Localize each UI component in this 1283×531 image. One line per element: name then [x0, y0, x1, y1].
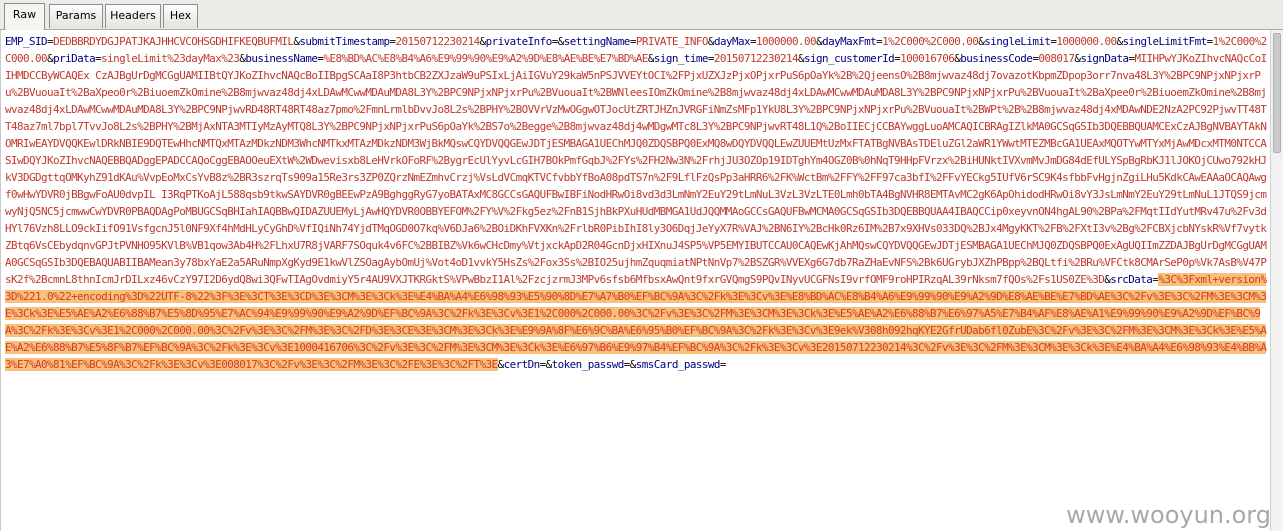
param-key-daymax: dayMax: [713, 35, 751, 48]
param-value-daymaxfmt: 1%2C000%2C000.00: [882, 35, 979, 48]
param-key-businesscode: businessCode: [960, 52, 1033, 65]
param-key-emp-sid: EMP_SID: [5, 35, 48, 48]
param-value-pridata: singleLimit%23dayMax%23: [101, 52, 240, 65]
param-key-pridata: priData: [53, 52, 96, 65]
param-equals: =: [389, 35, 396, 48]
param-key-daymaxfmt: dayMaxFmt: [822, 35, 877, 48]
param-equals: =: [551, 35, 559, 48]
param-value-businessname: %E8%BD%AC%E8%B4%A6%E9%99%90%E9%A2%9D%E8%…: [323, 52, 648, 65]
param-separator: &: [629, 358, 637, 371]
param-separator: &: [798, 52, 805, 65]
param-equals: =: [749, 35, 757, 48]
param-equals: =: [1032, 52, 1039, 65]
param-separator: &: [479, 35, 487, 48]
tab-hex[interactable]: Hex: [163, 4, 198, 28]
param-separator: &: [1074, 52, 1081, 65]
param-value-srcdata: %3C%3Fxml+version%3D%221.0%22+encoding%3…: [5, 273, 1267, 371]
param-key-settingname: settingName: [563, 35, 631, 48]
param-separator: &: [47, 52, 54, 65]
param-equals: =: [1050, 35, 1057, 48]
param-value-daymax: 1000000.00: [756, 35, 817, 48]
param-separator: &: [497, 358, 505, 371]
param-value-sign-time: 20150712230214: [713, 52, 799, 65]
param-equals: =: [317, 52, 324, 65]
request-body-text[interactable]: EMP_SID=DEDBBRDYDGJPATJKAJHHCVCOHSGDHIFK…: [5, 33, 1267, 373]
param-equals: =: [719, 358, 727, 371]
param-equals: =: [629, 35, 637, 48]
param-value-businesscode: 008017: [1038, 52, 1075, 65]
param-separator: &: [647, 52, 655, 65]
watermark: www.wooyun.org: [1066, 501, 1271, 529]
param-value-submittimestamp: 20150712230214: [395, 35, 481, 48]
param-equals: =: [1128, 52, 1135, 65]
param-equals: =: [47, 35, 54, 48]
param-separator: &: [293, 35, 300, 48]
param-value-settingname: PRIVATE_INFO: [635, 35, 709, 48]
param-key-smscard-passwd: smsCard_passwd: [635, 358, 721, 371]
param-key-sign-customerid: sign_customerId: [804, 52, 895, 65]
param-key-singlelimitfmt: singleLimitFmt: [1122, 35, 1207, 48]
param-equals: =: [539, 358, 547, 371]
tab-headers[interactable]: Headers: [105, 4, 161, 28]
param-value-sign-customerid: 100016706: [900, 52, 955, 65]
message-editor-tabbar: Raw Params Headers Hex: [0, 0, 1283, 30]
param-key-srcdata: srcData: [1110, 273, 1153, 286]
param-separator: &: [1116, 35, 1123, 48]
param-equals: =: [894, 52, 901, 65]
raw-text-editor[interactable]: EMP_SID=DEDBBRDYDGJPATJKAJHHCVCOHSGDHIFK…: [0, 30, 1270, 531]
param-equals: =: [95, 52, 102, 65]
param-key-signdata: signData: [1080, 52, 1129, 65]
param-separator: &: [557, 35, 565, 48]
param-separator: &: [545, 358, 553, 371]
tab-params[interactable]: Params: [49, 4, 103, 28]
param-value-singlelimit: 1000000.00: [1056, 35, 1117, 48]
param-equals: =: [1152, 273, 1159, 286]
param-equals: =: [1206, 35, 1214, 48]
vertical-scrollbar[interactable]: [1270, 30, 1283, 531]
param-key-sign-time: sign_time: [653, 52, 709, 65]
param-equals: =: [623, 358, 631, 371]
param-key-privateinfo: privateInfo: [485, 35, 553, 48]
param-key-singlelimit: singleLimit: [984, 35, 1051, 48]
param-value-emp-sid: DEDBBRDYDGJPATJKAJHHCVCOHSGDHIFKEQBUFMIL: [53, 35, 294, 48]
param-key-token-passwd: token_passwd: [551, 358, 625, 371]
param-equals: =: [707, 52, 715, 65]
param-separator: &: [954, 52, 961, 65]
param-separator: &: [816, 35, 823, 48]
param-key-certdn: certDn: [503, 358, 541, 371]
param-key-submittimestamp: submitTimestamp: [299, 35, 390, 48]
scrollbar-thumb[interactable]: [1273, 33, 1281, 153]
param-separator: &: [239, 52, 246, 65]
param-value-singlelimitfmt: 1%2C000%2C000.00: [5, 35, 1267, 65]
param-separator: &: [978, 35, 985, 48]
param-separator: &: [1104, 273, 1111, 286]
tab-raw[interactable]: Raw: [4, 3, 45, 30]
param-equals: =: [876, 35, 883, 48]
param-key-businessname: businessName: [245, 52, 318, 65]
param-value-signdata: MIIHPwYJKoZIhvcNAQcCoIIHMDCCByWCAQEx CzA…: [5, 52, 1267, 286]
param-separator: &: [707, 35, 715, 48]
